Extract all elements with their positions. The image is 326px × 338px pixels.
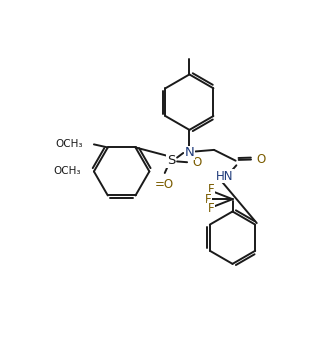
Text: O: O	[192, 156, 202, 169]
Text: OCH₃: OCH₃	[53, 166, 81, 176]
Text: N: N	[185, 146, 194, 160]
Text: HN: HN	[216, 170, 233, 183]
Text: OCH₃: OCH₃	[56, 139, 83, 149]
Text: F: F	[208, 184, 214, 196]
Text: F: F	[208, 202, 214, 215]
Text: O: O	[256, 153, 266, 166]
Text: F: F	[205, 193, 211, 206]
Text: S: S	[167, 154, 175, 167]
Text: =O: =O	[155, 178, 173, 191]
